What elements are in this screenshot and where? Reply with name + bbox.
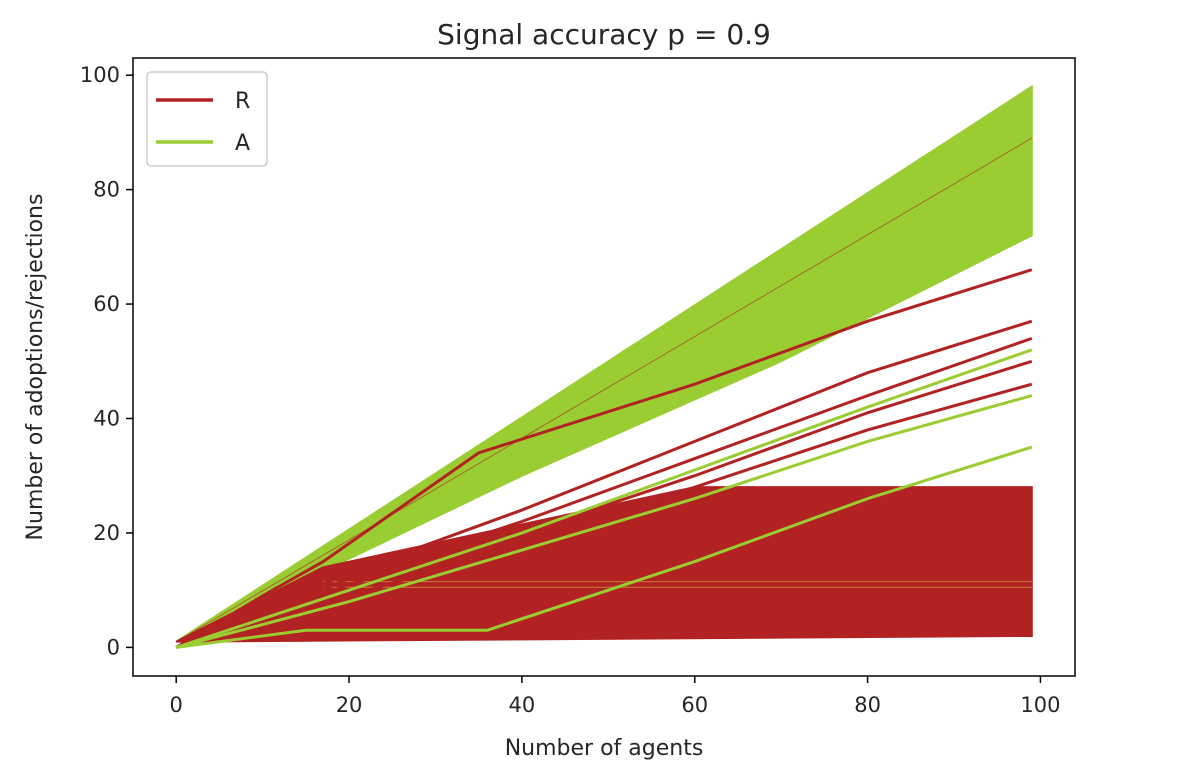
series-a-line-7 [176, 445, 1033, 649]
series-r-line-3 [175, 359, 1033, 649]
axes-frame [132, 57, 1076, 677]
legend: RA [146, 71, 268, 167]
x-tick-label: 20 [336, 693, 363, 717]
x-tick-label: 100 [1020, 693, 1060, 717]
series-a-band [175, 84, 1033, 643]
y-axis-label: Number of adoptions/rejections [23, 194, 48, 541]
y-tick-label: 60 [93, 292, 120, 316]
x-tick-label: 60 [681, 693, 708, 717]
x-tick-label: 0 [170, 693, 183, 717]
x-tick-label: 80 [854, 693, 881, 717]
chart-title: Signal accuracy p = 0.9 [437, 18, 771, 51]
series-r-line-1 [175, 319, 1033, 649]
series-r-line-2 [175, 336, 1033, 649]
x-tick-label: 40 [509, 693, 536, 717]
y-tick-label: 20 [93, 521, 120, 545]
series-r-line-0 [175, 268, 1033, 649]
legend-label-a: A [235, 131, 250, 156]
y-tick-label: 100 [80, 63, 120, 87]
series-r-line-4 [175, 382, 1033, 649]
series-r-band [175, 486, 1033, 643]
y-tick-label: 0 [107, 635, 120, 659]
plot-area [175, 84, 1033, 649]
x-axis-label: Number of agents [505, 736, 704, 761]
y-tick-label: 40 [93, 407, 120, 431]
series-r-line-8 [175, 137, 1033, 643]
y-tick-label: 80 [93, 178, 120, 202]
ticks: 0 20 40 60 80 100 0 20 40 60 80 100 [80, 63, 1061, 717]
series-a-line-6 [175, 394, 1033, 649]
legend-label-r: R [235, 89, 250, 114]
series-a-line-5 [175, 348, 1033, 649]
